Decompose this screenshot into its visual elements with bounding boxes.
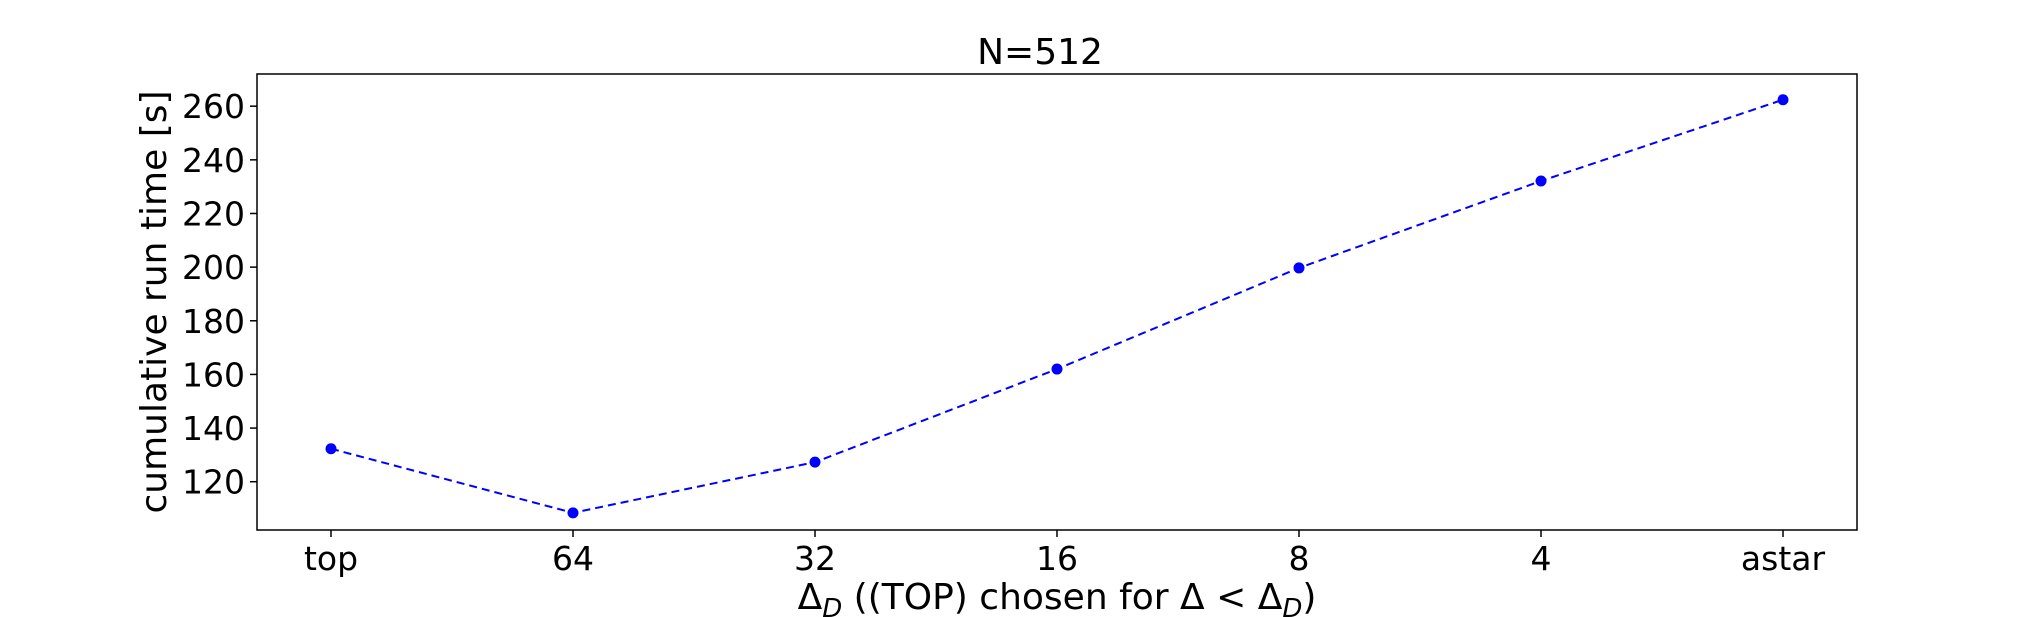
- data-point: [325, 443, 337, 455]
- y-tick-label: 180: [182, 302, 245, 341]
- y-tick-label: 260: [182, 87, 245, 126]
- data-point: [1293, 262, 1305, 274]
- data-point: [1777, 94, 1789, 106]
- series-points: [325, 94, 1789, 519]
- y-axis-label: cumulative run time [s]: [134, 90, 175, 513]
- x-axis-label-subscript-2: D: [1282, 594, 1302, 617]
- y-axis-ticks: 120 140 160 180 200 220 240 260: [182, 87, 257, 502]
- x-tick-label: top: [304, 539, 358, 578]
- y-tick-label: 200: [182, 248, 245, 287]
- x-axis-ticks: top 64 32 16 8 4 astar: [304, 530, 1826, 578]
- data-point: [567, 507, 579, 519]
- data-point: [1535, 175, 1547, 187]
- x-axis-label: ΔD ((TOP) chosen for Δ < ΔD): [798, 577, 1317, 617]
- y-tick-label: 240: [182, 141, 245, 180]
- y-tick-label: 160: [182, 355, 245, 394]
- x-tick-label: 8: [1289, 539, 1310, 578]
- x-tick-label: 16: [1036, 539, 1078, 578]
- chart-title: N=512: [977, 32, 1103, 73]
- x-tick-label: 4: [1531, 539, 1552, 578]
- x-axis-label-middle: ((TOP) chosen for Δ < Δ: [842, 577, 1282, 617]
- plot-area-frame: [256, 73, 1858, 531]
- y-tick-label: 220: [182, 194, 245, 233]
- x-tick-label: 32: [794, 539, 836, 578]
- x-axis-label-delta: Δ: [798, 577, 823, 617]
- x-tick-label: 64: [552, 539, 594, 578]
- x-axis-label-end: ): [1302, 577, 1316, 617]
- x-tick-label: astar: [1741, 539, 1826, 578]
- x-axis-label-subscript: D: [822, 594, 842, 617]
- y-tick-label: 140: [182, 409, 245, 448]
- y-tick-label: 120: [182, 463, 245, 502]
- data-point: [1051, 363, 1063, 375]
- data-point: [809, 456, 821, 468]
- series-line: [330, 98, 1784, 514]
